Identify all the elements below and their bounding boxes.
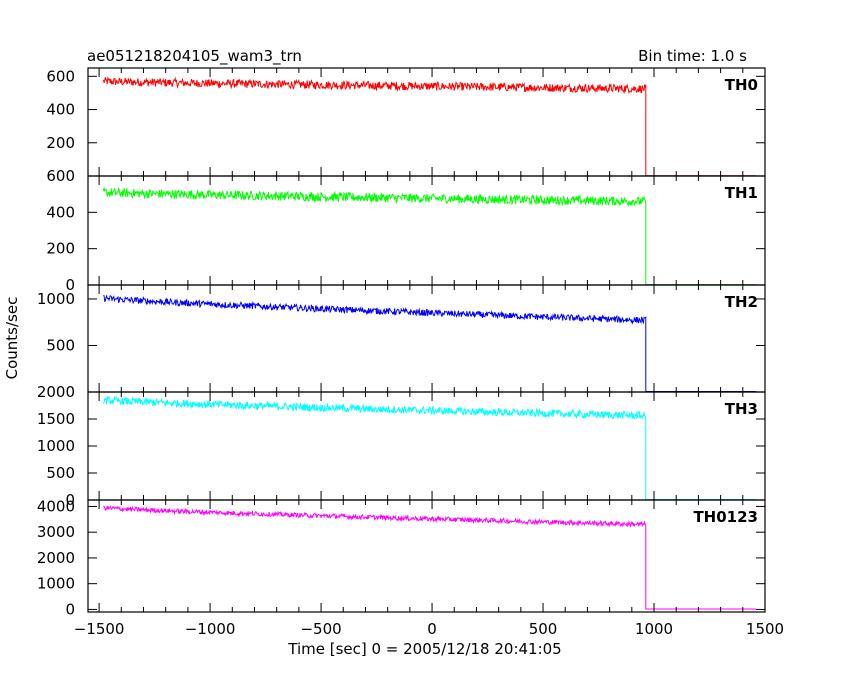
- x-tick-label: 1000: [635, 620, 673, 638]
- y-tick-label: 200: [46, 134, 75, 152]
- panel-label-th0123: TH0123: [693, 508, 758, 526]
- series-line-th0: [103, 76, 757, 177]
- panels-group: TH0 200 400 600 TH1 0 200 400 600 TH2 500 1000 TH3 0 5…: [37, 67, 784, 638]
- x-tick-label: −1500: [74, 620, 125, 638]
- panel-label-th2: TH2: [725, 293, 758, 311]
- y-tick-label: 1000: [37, 437, 75, 455]
- x-tick-label: −500: [300, 620, 341, 638]
- y-tick-label: 600: [46, 67, 75, 85]
- y-tick-label: 600: [46, 167, 75, 185]
- y-tick-label: 400: [46, 203, 75, 221]
- y-tick-label: 4000: [37, 497, 75, 515]
- x-tick-label: 500: [529, 620, 558, 638]
- series-line-th2: [103, 294, 757, 392]
- y-tick-label: 0: [65, 600, 75, 618]
- y-tick-label: 0: [65, 491, 75, 509]
- series-line-th1: [103, 186, 757, 286]
- x-axis-title: Time [sec] 0 = 2005/12/18 20:41:05: [287, 640, 561, 658]
- panel-frame: [87, 391, 766, 501]
- panel-frame: [87, 284, 766, 393]
- y-tick-label: 2000: [37, 383, 75, 401]
- y-tick-label: 400: [46, 101, 75, 119]
- y-tick-label: 1000: [37, 290, 75, 308]
- x-tick-label: 1500: [746, 620, 784, 638]
- y-tick-label: 1000: [37, 575, 75, 593]
- y-axis-title: Counts/sec: [3, 297, 21, 380]
- panel-label-th1: TH1: [725, 184, 758, 202]
- panel-label-th3: TH3: [725, 400, 758, 418]
- y-tick-label: 1500: [37, 410, 75, 428]
- y-tick-label: 500: [46, 336, 75, 354]
- series-line-th0123: [103, 505, 757, 610]
- y-tick-label: 3000: [37, 523, 75, 541]
- x-tick-label: −1000: [185, 620, 236, 638]
- y-tick-label: 2000: [37, 549, 75, 567]
- series-line-th3: [103, 395, 757, 501]
- panel-label-th0: TH0: [725, 76, 758, 94]
- panel-frame: [87, 499, 766, 613]
- y-tick-label: 500: [46, 464, 75, 482]
- figure-title: ae051218204105_wam3_trn: [87, 47, 302, 66]
- bin-time-label: Bin time: 1.0 s: [638, 47, 747, 65]
- x-tick-label: 0: [427, 620, 437, 638]
- y-tick-label: 0: [65, 276, 75, 294]
- y-tick-label: 200: [46, 240, 75, 258]
